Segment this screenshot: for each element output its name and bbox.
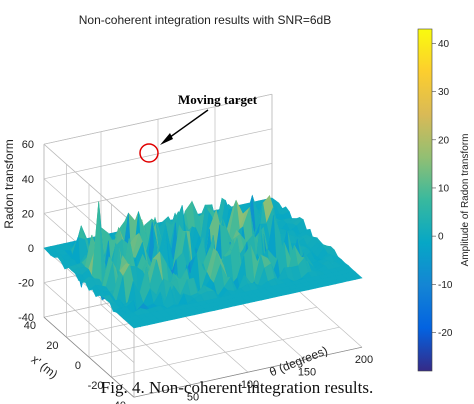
colorbar-label: Amplitude of Radon transform (460, 134, 471, 267)
y-tick-label: -20 (88, 380, 104, 392)
x-tick-label: 150 (298, 367, 316, 379)
colorbar-bar (417, 28, 433, 372)
z-axis-label: Radon transform (2, 139, 16, 228)
figure-caption: Fig. 4. Non-coherent integration results… (100, 378, 374, 397)
colorbar-tick-label: 20 (438, 135, 450, 146)
colorbar-tick-label: -20 (438, 328, 453, 339)
chart-title: Non-coherent integration results with SN… (79, 13, 331, 27)
x-tick-label: 50 (187, 392, 199, 404)
annotation-label: Moving target (178, 92, 258, 107)
colorbar-ticks: -20 -10 0 10 20 30 40 (432, 39, 453, 339)
colorbar-tick-label: 10 (438, 183, 450, 194)
z-tick-label: 60 (22, 139, 34, 151)
surface-patch (129, 323, 142, 329)
annotation-arrow (160, 109, 209, 145)
z-tick-label: 40 (22, 174, 34, 186)
z-tick-label: -40 (18, 312, 34, 324)
y-tick-label: -40 (110, 400, 126, 404)
colorbar: -20 -10 0 10 20 30 40 Amplitude of Radon trans… (417, 28, 471, 372)
z-tick-label: 0 (28, 243, 34, 255)
z-tick-label: -20 (18, 278, 34, 290)
y-tick-label: 0 (75, 360, 81, 372)
colorbar-tick-label: 40 (438, 39, 450, 50)
colorbar-tick-label: -10 (438, 280, 453, 291)
z-tick-label: 20 (22, 208, 34, 220)
y-tick-label: 20 (46, 340, 58, 352)
x-tick-label: 200 (355, 354, 373, 366)
target-circle (139, 143, 159, 163)
colorbar-tick-label: 30 (438, 87, 450, 98)
x-tick-label: 100 (241, 379, 259, 391)
z-axis-ticks: -40 -20 0 20 40 60 (18, 139, 34, 324)
y-tick-label: 40 (24, 320, 36, 332)
colorbar-tick-label: 0 (438, 232, 444, 243)
y-axis-ticks: -40 -20 0 20 40 (24, 320, 126, 404)
surface-plot (43, 194, 363, 329)
